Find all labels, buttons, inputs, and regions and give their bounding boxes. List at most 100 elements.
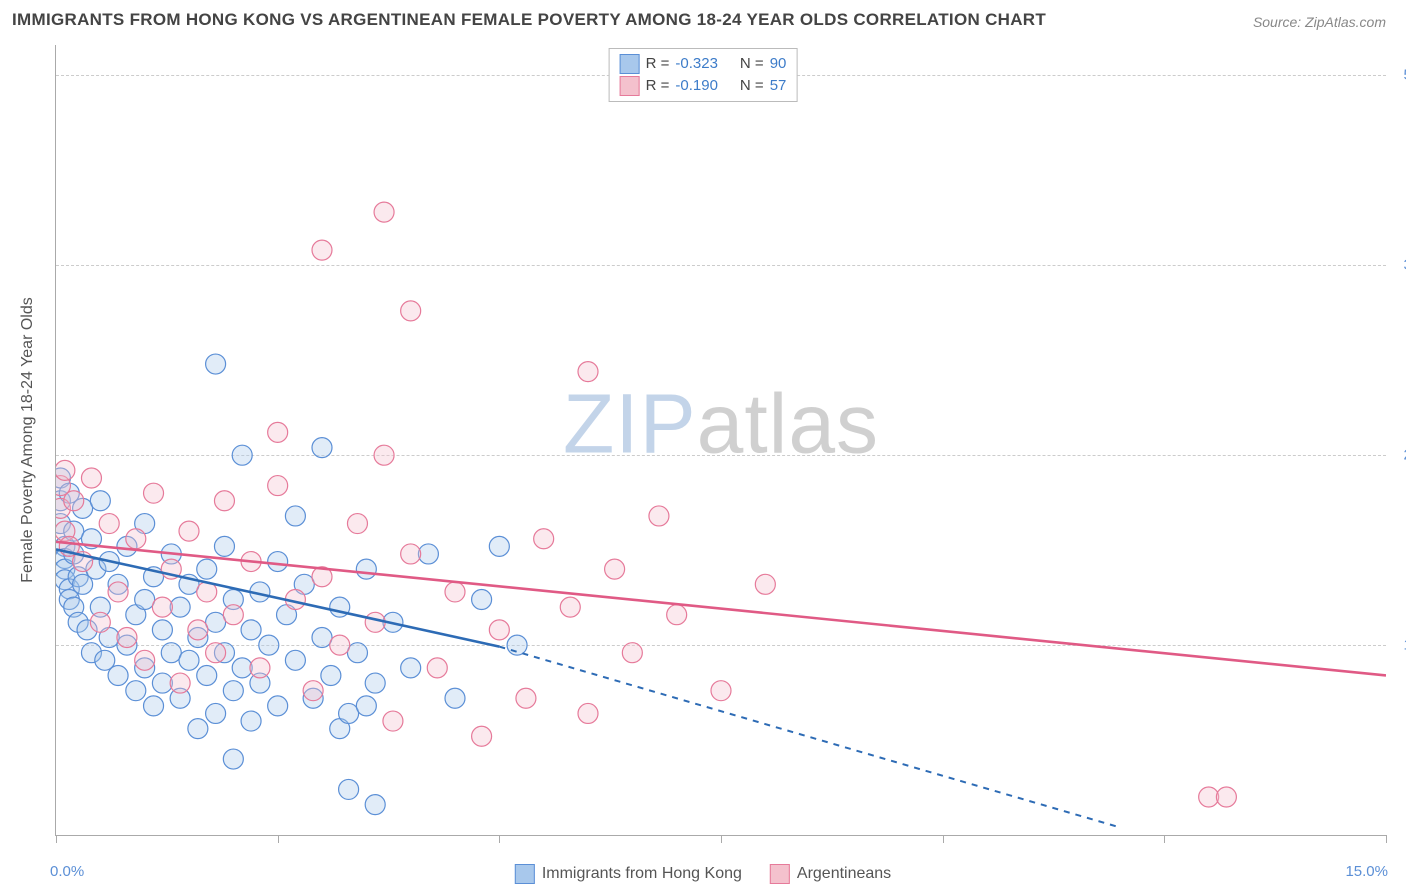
scatter-svg [56, 45, 1386, 835]
data-point [161, 643, 181, 663]
legend-correlation-row: R =-0.323N =90 [620, 53, 787, 75]
data-point [64, 491, 84, 511]
legend-correlation: R =-0.323N =90R =-0.190N =57 [609, 48, 798, 102]
trend-line [56, 542, 1386, 676]
data-point [223, 749, 243, 769]
data-point [347, 643, 367, 663]
data-point [356, 559, 376, 579]
y-tick-label: 50.0% [1391, 67, 1406, 84]
x-tick [721, 835, 722, 843]
data-point [188, 719, 208, 739]
data-point [117, 628, 137, 648]
data-point [418, 544, 438, 564]
x-axis-max-label: 15.0% [1345, 863, 1388, 880]
data-point [214, 491, 234, 511]
x-tick [56, 835, 57, 843]
data-point [578, 362, 598, 382]
y-tick-label: 25.0% [1391, 447, 1406, 464]
legend-series-item: Immigrants from Hong Kong [515, 864, 742, 884]
data-point [365, 612, 385, 632]
r-label: R = [646, 53, 670, 75]
data-point [144, 483, 164, 503]
data-point [206, 643, 226, 663]
data-point [152, 620, 172, 640]
data-point [268, 696, 288, 716]
legend-series-item: Argentineans [770, 864, 891, 884]
data-point [197, 559, 217, 579]
legend-swatch [515, 864, 535, 884]
legend-swatch [620, 54, 640, 74]
data-point [81, 468, 101, 488]
x-tick [1164, 835, 1165, 843]
data-point [578, 703, 598, 723]
data-point [330, 635, 350, 655]
x-axis-min-label: 0.0% [50, 863, 84, 880]
data-point [170, 673, 190, 693]
y-tick-label: 37.5% [1391, 257, 1406, 274]
data-point [1216, 787, 1236, 807]
data-point [285, 650, 305, 670]
r-value: -0.190 [675, 75, 718, 97]
x-tick [943, 835, 944, 843]
data-point [232, 658, 252, 678]
data-point [507, 635, 527, 655]
data-point [152, 597, 172, 617]
y-tick-label: 12.5% [1391, 637, 1406, 654]
data-point [223, 605, 243, 625]
data-point [152, 673, 172, 693]
data-point [1199, 787, 1219, 807]
data-point [755, 574, 775, 594]
data-point [374, 445, 394, 465]
data-point [534, 529, 554, 549]
data-point [365, 795, 385, 815]
data-point [108, 665, 128, 685]
data-point [401, 658, 421, 678]
data-point [339, 703, 359, 723]
data-point [401, 544, 421, 564]
data-point [135, 650, 155, 670]
data-point [427, 658, 447, 678]
data-point [472, 726, 492, 746]
data-point [605, 559, 625, 579]
data-point [259, 635, 279, 655]
data-point [90, 612, 110, 632]
trend-line-extrapolated [499, 647, 1120, 828]
data-point [206, 612, 226, 632]
data-point [126, 681, 146, 701]
data-point [667, 605, 687, 625]
x-tick [499, 835, 500, 843]
data-point [135, 590, 155, 610]
legend-series-label: Argentineans [797, 865, 891, 883]
data-point [356, 696, 376, 716]
y-axis-title: Female Poverty Among 18-24 Year Olds [19, 297, 37, 583]
legend-swatch [770, 864, 790, 884]
data-point [339, 779, 359, 799]
n-value: 57 [770, 75, 787, 97]
data-point [179, 521, 199, 541]
data-point [99, 514, 119, 534]
n-label: N = [740, 53, 764, 75]
n-label: N = [740, 75, 764, 97]
data-point [250, 658, 270, 678]
data-point [170, 597, 190, 617]
data-point [90, 491, 110, 511]
data-point [268, 552, 288, 572]
chart-plot-area: ZIPatlas 12.5%25.0%37.5%50.0% [55, 45, 1386, 836]
r-value: -0.323 [675, 53, 718, 75]
data-point [321, 665, 341, 685]
data-point [401, 301, 421, 321]
data-point [445, 582, 465, 602]
data-point [223, 681, 243, 701]
data-point [206, 354, 226, 374]
data-point [206, 703, 226, 723]
data-point [489, 536, 509, 556]
data-point [445, 688, 465, 708]
data-point [285, 506, 305, 526]
data-point [108, 582, 128, 602]
data-point [56, 460, 75, 480]
data-point [622, 643, 642, 663]
data-point [241, 711, 261, 731]
data-point [312, 240, 332, 260]
data-point [489, 620, 509, 640]
data-point [649, 506, 669, 526]
